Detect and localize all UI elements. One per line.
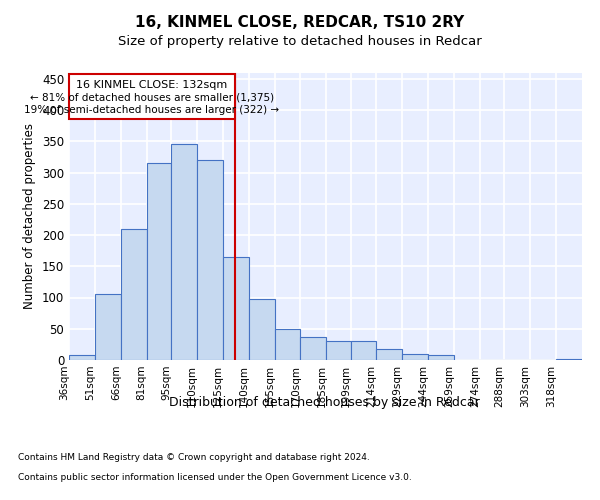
- Bar: [248, 300, 275, 360]
- Y-axis label: Number of detached properties: Number of detached properties: [23, 123, 37, 309]
- Bar: [556, 359, 582, 360]
- Bar: [326, 341, 350, 360]
- Bar: [350, 341, 376, 360]
- Text: 16 KINMEL CLOSE: 132sqm: 16 KINMEL CLOSE: 132sqm: [76, 80, 227, 90]
- Bar: [428, 355, 454, 360]
- Text: ← 81% of detached houses are smaller (1,375): ← 81% of detached houses are smaller (1,…: [30, 92, 274, 102]
- Text: Size of property relative to detached houses in Redcar: Size of property relative to detached ho…: [118, 35, 482, 48]
- Bar: [301, 337, 326, 360]
- Bar: [223, 257, 248, 360]
- Text: 19% of semi-detached houses are larger (322) →: 19% of semi-detached houses are larger (…: [25, 106, 280, 116]
- Bar: [121, 229, 147, 360]
- Bar: [95, 294, 121, 360]
- Text: Contains HM Land Registry data © Crown copyright and database right 2024.: Contains HM Land Registry data © Crown c…: [18, 453, 370, 462]
- Bar: [376, 349, 403, 360]
- Bar: [275, 329, 301, 360]
- Text: 16, KINMEL CLOSE, REDCAR, TS10 2RY: 16, KINMEL CLOSE, REDCAR, TS10 2RY: [136, 15, 464, 30]
- FancyBboxPatch shape: [69, 74, 235, 120]
- Bar: [69, 355, 95, 360]
- Text: Distribution of detached houses by size in Redcar: Distribution of detached houses by size …: [169, 396, 479, 409]
- Bar: [403, 354, 428, 360]
- Bar: [197, 160, 223, 360]
- Text: Contains public sector information licensed under the Open Government Licence v3: Contains public sector information licen…: [18, 473, 412, 482]
- Bar: [171, 144, 197, 360]
- Bar: [147, 163, 171, 360]
